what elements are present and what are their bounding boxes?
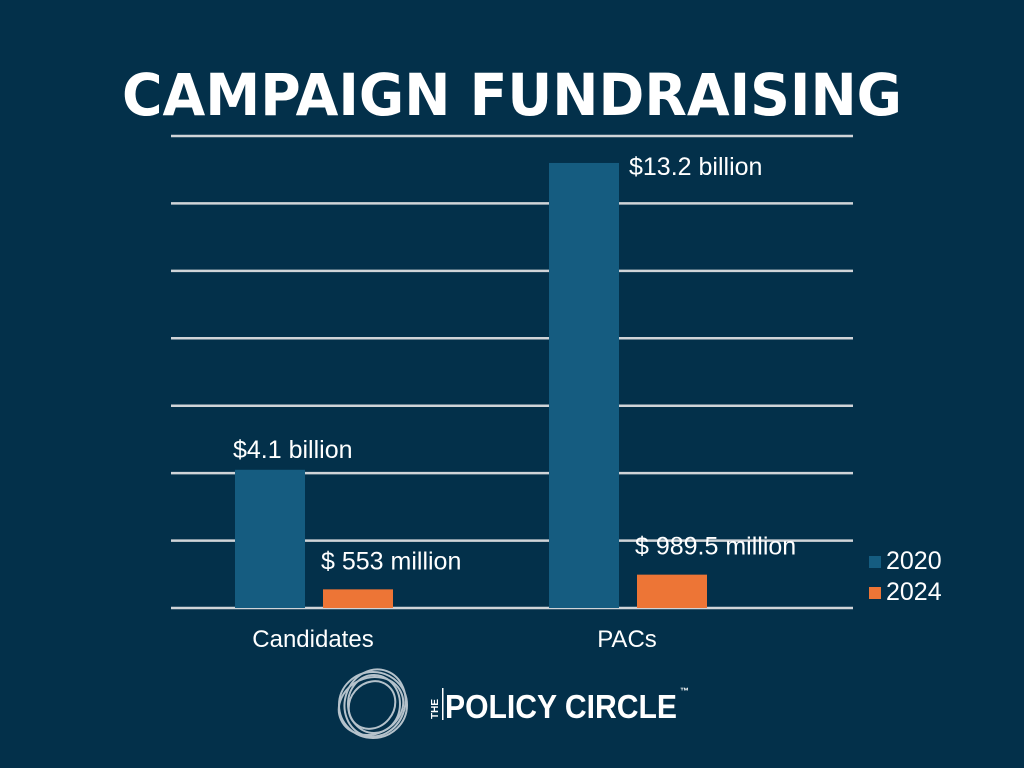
logo-the: THE: [430, 699, 441, 719]
legend-label: 2020: [886, 547, 942, 575]
data-labels: $4.1 billion $ 553 million $13.2 billion $ …: [233, 153, 796, 575]
data-label: $13.2 billion: [629, 153, 762, 181]
legend: 2020 2024: [869, 547, 942, 606]
data-label: $ 989.5 million: [635, 533, 796, 561]
bar-candidates-2024: [323, 589, 393, 608]
bar-pacs-2024: [637, 574, 707, 608]
category-label: Candidates: [252, 626, 373, 653]
logo-tm: ™: [680, 686, 689, 696]
policy-circle-logo: THE POLICY CIRCLE ™: [337, 668, 689, 739]
legend-swatch-2020: [869, 556, 881, 568]
data-label: $4.1 billion: [233, 436, 353, 464]
category-labels: Candidates PACs: [252, 626, 657, 653]
bar-candidates-2020: [235, 469, 305, 608]
legend-swatch-2024: [869, 587, 881, 599]
bars: [235, 162, 707, 608]
logo-name: POLICY CIRCLE: [445, 688, 677, 725]
bar-pacs-2020: [549, 162, 619, 608]
chart-title: CAMPAIGN FUNDRAISING: [122, 61, 902, 129]
legend-label: 2024: [886, 578, 942, 606]
category-label: PACs: [597, 626, 657, 653]
data-label: $ 553 million: [321, 547, 461, 575]
